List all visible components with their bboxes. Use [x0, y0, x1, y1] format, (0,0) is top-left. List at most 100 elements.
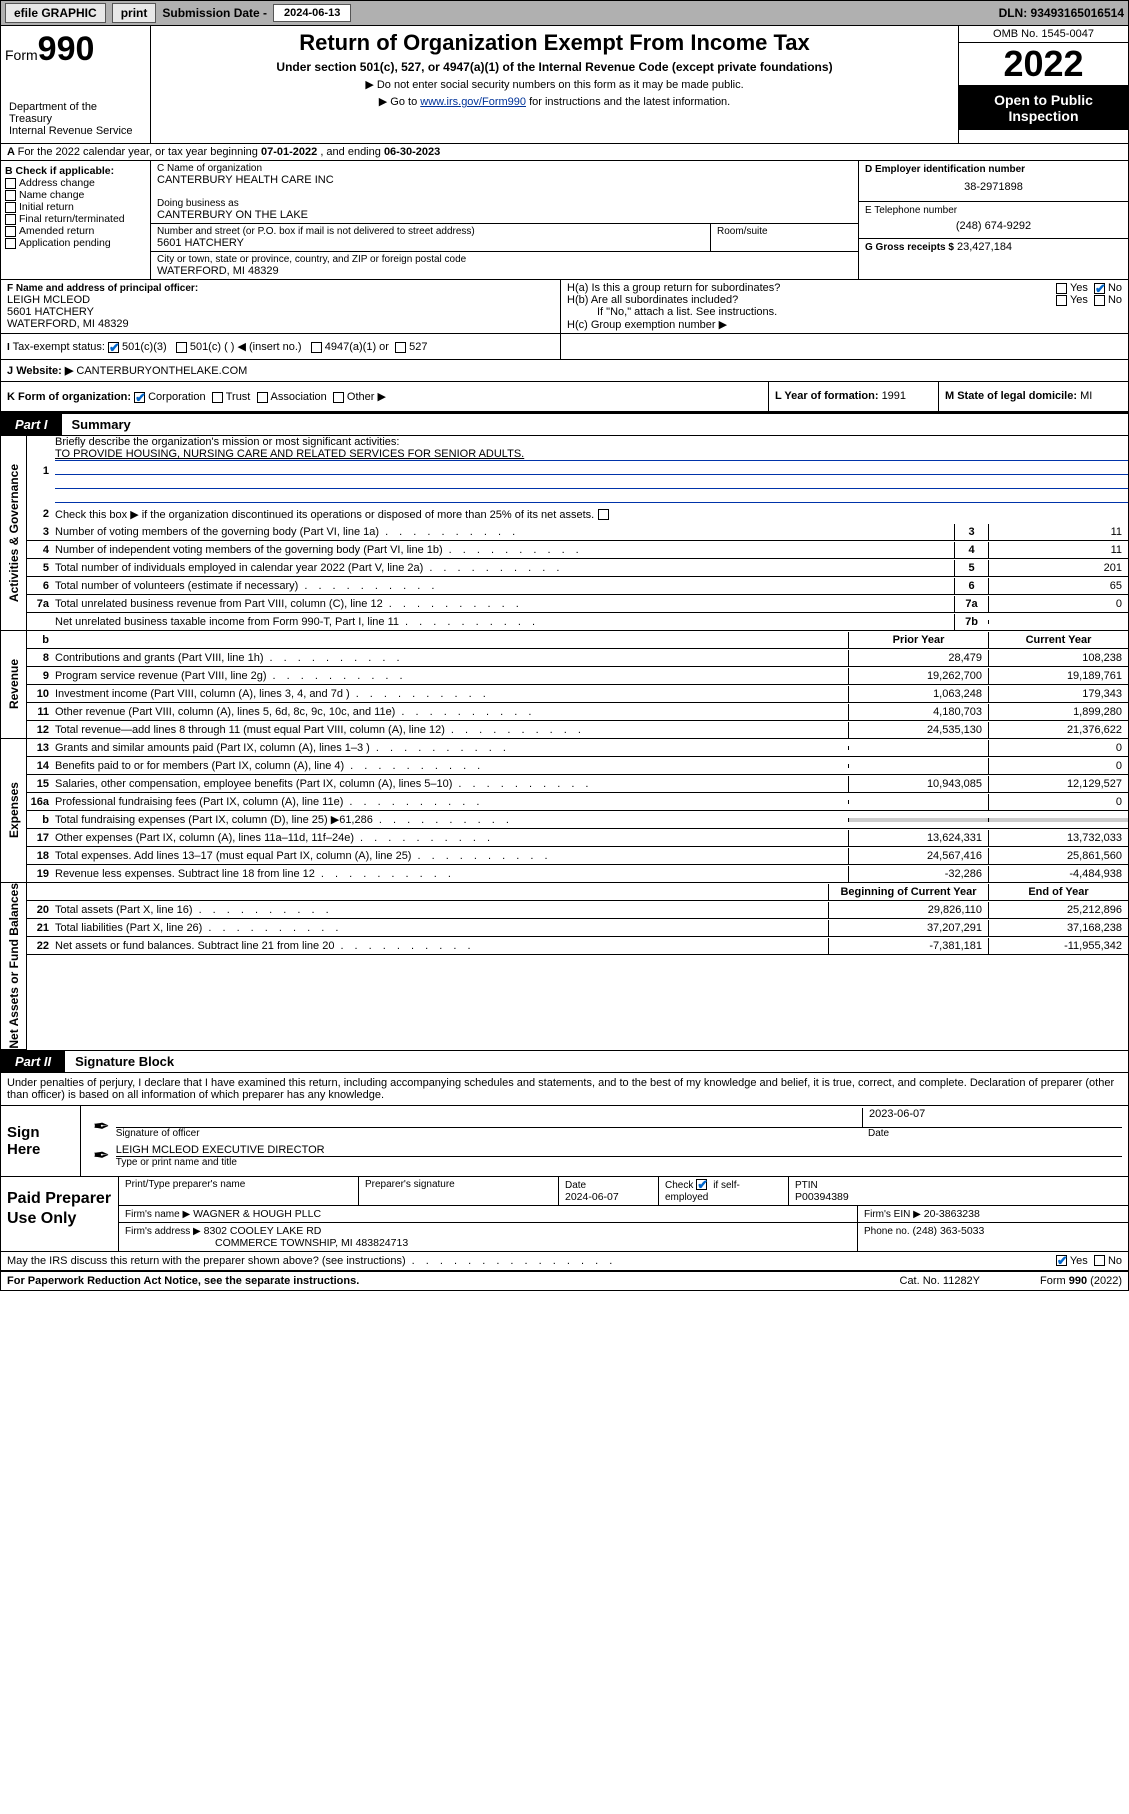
gross-receipts: 23,427,184: [957, 241, 1012, 253]
rev-section: Revenue b Prior Year Current Year 8 Cont…: [1, 631, 1128, 739]
chk-ha-yes[interactable]: [1056, 283, 1067, 294]
part-2-header: Part II Signature Block: [1, 1050, 1128, 1073]
box-c: C Name of organization CANTERBURY HEALTH…: [151, 161, 858, 279]
form-title: Return of Organization Exempt From Incom…: [159, 30, 950, 56]
vlabel-rev: Revenue: [1, 631, 27, 739]
chk-trust[interactable]: [212, 392, 223, 403]
year-formation: 1991: [882, 390, 906, 402]
chk-address-change[interactable]: [5, 178, 16, 189]
ssn-warning: ▶ Do not enter social security numbers o…: [159, 78, 950, 91]
box-d-e-g: D Employer identification number 38-2971…: [858, 161, 1128, 279]
street-label: Number and street (or P.O. box if mail i…: [157, 226, 704, 237]
discuss-row: May the IRS discuss this return with the…: [1, 1252, 1128, 1272]
irs-link[interactable]: www.irs.gov/Form990: [420, 96, 526, 108]
chk-name-change[interactable]: [5, 190, 16, 201]
org-name-label: C Name of organization: [157, 163, 852, 174]
sign-date: 2023-06-07: [862, 1108, 1122, 1127]
submission-date: 2024-06-13: [273, 4, 351, 22]
identity-block: B Check if applicable: Address change Na…: [1, 161, 1128, 280]
city-label: City or town, state or province, country…: [157, 254, 852, 265]
summary-row: 10 Investment income (Part VIII, column …: [27, 685, 1128, 703]
summary-row: 7a Total unrelated business revenue from…: [27, 595, 1128, 613]
room-suite-label: Room/suite: [711, 224, 858, 251]
form-header: Form990 Department of the Treasury Inter…: [1, 26, 1128, 144]
phone: (248) 674-9292: [865, 216, 1122, 236]
chk-assoc[interactable]: [257, 392, 268, 403]
officer-name: LEIGH MCLEOD: [7, 294, 90, 306]
box-b: B Check if applicable: Address change Na…: [1, 161, 151, 279]
chk-other[interactable]: [333, 392, 344, 403]
summary-row: 16a Professional fundraising fees (Part …: [27, 793, 1128, 811]
summary-row: 4 Number of independent voting members o…: [27, 541, 1128, 559]
summary-row: 11 Other revenue (Part VIII, column (A),…: [27, 703, 1128, 721]
state-domicile: MI: [1080, 390, 1092, 402]
chk-501c3[interactable]: [108, 342, 119, 353]
firm-phone: (248) 363-5033: [913, 1225, 985, 1237]
instructions-link-row: ▶ Go to www.irs.gov/Form990 for instruct…: [159, 95, 950, 108]
officer-street: 5601 HATCHERY: [7, 306, 94, 318]
chk-app-pending[interactable]: [5, 238, 16, 249]
chk-hb-yes[interactable]: [1056, 295, 1067, 306]
officer-group-block: F Name and address of principal officer:…: [1, 280, 1128, 334]
org-name: CANTERBURY HEALTH CARE INC: [157, 174, 852, 186]
officer-name-title: LEIGH MCLEOD EXECUTIVE DIRECTOR: [116, 1144, 1122, 1157]
mission-text: TO PROVIDE HOUSING, NURSING CARE AND REL…: [55, 448, 1128, 461]
ein: 38-2971898: [865, 175, 1122, 199]
summary-row: 18 Total expenses. Add lines 13–17 (must…: [27, 847, 1128, 865]
omb-number: OMB No. 1545-0047: [959, 26, 1128, 43]
summary-row: 17 Other expenses (Part IX, column (A), …: [27, 829, 1128, 847]
summary-row: 5 Total number of individuals employed i…: [27, 559, 1128, 577]
part-1-header: Part I Summary: [1, 413, 1128, 436]
pen-icon: ✒: [87, 1114, 116, 1139]
chk-self-employed[interactable]: [696, 1179, 707, 1190]
summary-row: 22 Net assets or fund balances. Subtract…: [27, 937, 1128, 955]
chk-hb-no[interactable]: [1094, 295, 1105, 306]
chk-initial-return[interactable]: [5, 202, 16, 213]
chk-discuss-no[interactable]: [1094, 1255, 1105, 1266]
dba-label: Doing business as: [157, 198, 852, 209]
summary-row: 3 Number of voting members of the govern…: [27, 523, 1128, 541]
box-h: H(a) Is this a group return for subordin…: [561, 280, 1128, 333]
chk-final-return[interactable]: [5, 214, 16, 225]
dept-treasury: Department of the Treasury Internal Reve…: [5, 99, 146, 139]
form-number-footer: Form 990 (2022): [1040, 1275, 1122, 1287]
summary-row: 6 Total number of volunteers (estimate i…: [27, 577, 1128, 595]
efile-button[interactable]: efile GRAPHIC: [5, 3, 106, 23]
box-f: F Name and address of principal officer:…: [1, 280, 561, 333]
firm-ein: 20-3863238: [924, 1208, 980, 1220]
top-toolbar: efile GRAPHIC print Submission Date - 20…: [0, 0, 1129, 26]
page-footer: For Paperwork Reduction Act Notice, see …: [1, 1272, 1128, 1290]
chk-501c[interactable]: [176, 342, 187, 353]
tax-year: 2022: [959, 43, 1128, 86]
summary-row: b Total fundraising expenses (Part IX, c…: [27, 811, 1128, 829]
pen-icon: ✒: [87, 1143, 116, 1168]
chk-4947[interactable]: [311, 342, 322, 353]
chk-527[interactable]: [395, 342, 406, 353]
ptin: P00394389: [795, 1191, 849, 1203]
officer-city: WATERFORD, MI 48329: [7, 318, 129, 330]
summary-row: 21 Total liabilities (Part X, line 26). …: [27, 919, 1128, 937]
net-section: Net Assets or Fund Balances Beginning of…: [1, 883, 1128, 1050]
phone-label: E Telephone number: [865, 205, 957, 216]
chk-amended[interactable]: [5, 226, 16, 237]
paid-preparer-block: Paid Preparer Use Only Print/Type prepar…: [1, 1177, 1128, 1252]
form-number: Form990: [5, 30, 146, 69]
vlabel-net: Net Assets or Fund Balances: [1, 883, 27, 1050]
tax-exempt-row: I Tax-exempt status: 501(c)(3) 501(c) ( …: [1, 334, 1128, 360]
chk-ha-no[interactable]: [1094, 283, 1105, 294]
summary-row: Net unrelated business taxable income fr…: [27, 613, 1128, 631]
chk-discontinued[interactable]: [598, 509, 609, 520]
street: 5601 HATCHERY: [157, 237, 704, 249]
summary-row: 14 Benefits paid to or for members (Part…: [27, 757, 1128, 775]
chk-discuss-yes[interactable]: [1056, 1255, 1067, 1266]
summary-row: 8 Contributions and grants (Part VIII, l…: [27, 649, 1128, 667]
line-a-tax-year: A For the 2022 calendar year, or tax yea…: [1, 144, 1128, 161]
summary-row: 20 Total assets (Part X, line 16). . . .…: [27, 901, 1128, 919]
gross-receipts-label: G Gross receipts $: [865, 242, 954, 253]
print-button[interactable]: print: [112, 3, 157, 23]
summary-row: 12 Total revenue—add lines 8 through 11 …: [27, 721, 1128, 739]
sign-here-block: Sign Here ✒ 2023-06-07 Signature of offi…: [1, 1106, 1128, 1177]
chk-corp[interactable]: [134, 392, 145, 403]
vlabel-exp: Expenses: [1, 739, 27, 883]
website-row: J Website: ▶ CANTERBURYONTHELAKE.COM: [1, 360, 1128, 382]
